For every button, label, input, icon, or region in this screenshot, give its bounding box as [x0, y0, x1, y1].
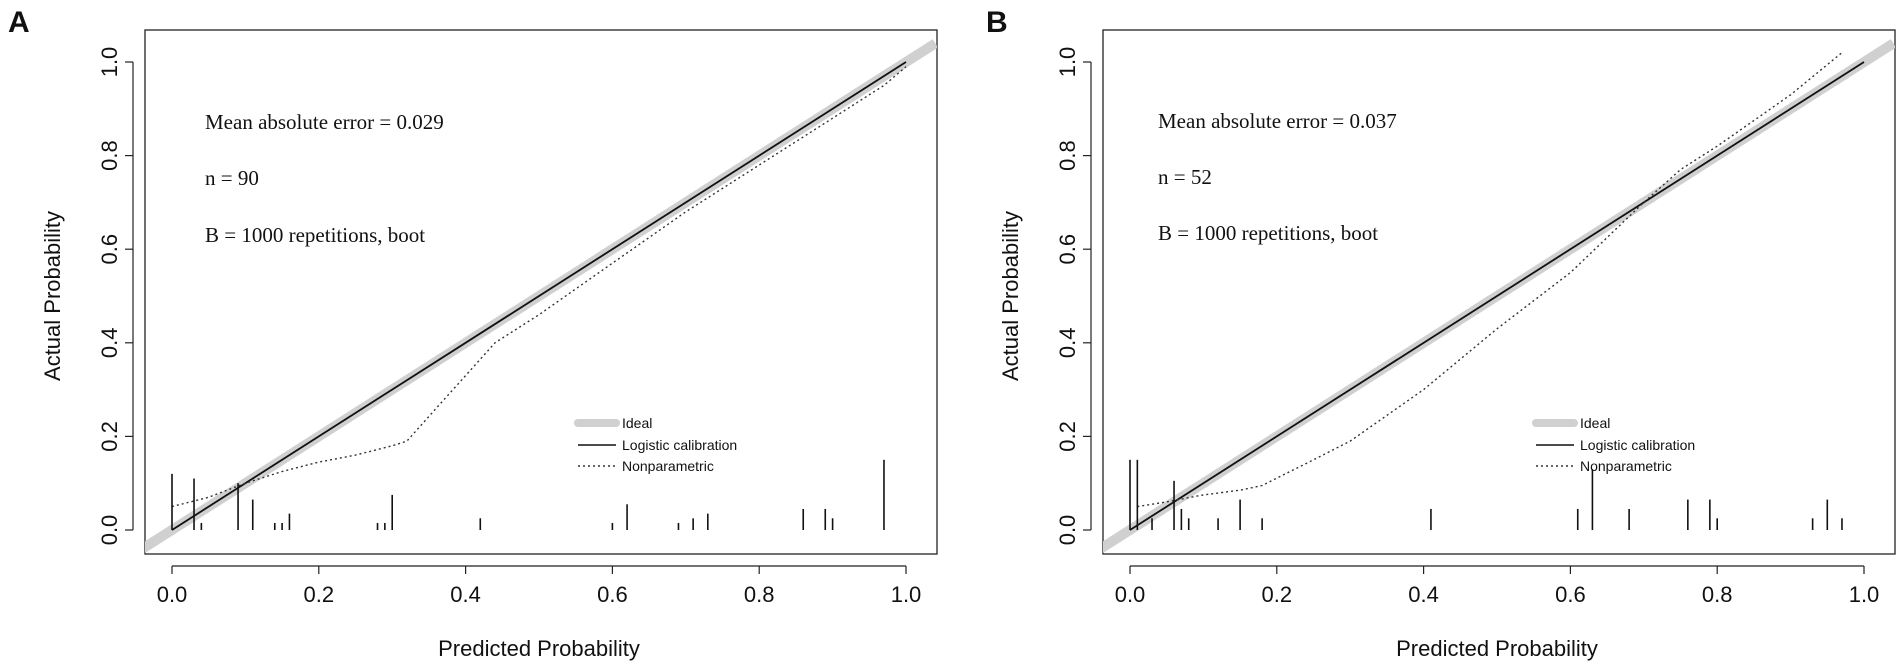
y-tick-label: 1.0	[1055, 47, 1080, 78]
logistic-calibration-line	[1129, 61, 1865, 531]
panel-a: A 0.0 0.2 0.4 0.6 0.8 1.0 Predicted Probability…	[8, 6, 938, 661]
legend-label: Ideal	[622, 415, 652, 431]
y-tick-label: 0.8	[1055, 140, 1080, 171]
legend-label: Ideal	[1580, 415, 1610, 431]
x-tick-label: 0.2	[304, 582, 335, 607]
logistic-calibration-line	[171, 61, 907, 531]
annotation-text: B = 1000 repetitions, boot	[205, 223, 425, 247]
panel-b: B 0.0 0.2 0.4 0.6 0.8 1.0 Predicted Probability…	[986, 6, 1896, 661]
x-tick-label: 0.4	[450, 582, 481, 607]
x-tick-label: 0.0	[1115, 582, 1146, 607]
plot-area	[145, 39, 937, 553]
y-tick-label: 0.8	[97, 140, 122, 171]
plot-frame	[144, 29, 938, 555]
x-tick-label: 0.8	[744, 582, 775, 607]
legend-label: Nonparametric	[1580, 458, 1672, 474]
y-tick-label: 0.6	[97, 234, 122, 265]
y-tick-label: 0.4	[1055, 328, 1080, 359]
annotation-text: Mean absolute error = 0.037	[1158, 109, 1397, 133]
annotation-text: B = 1000 repetitions, boot	[1158, 221, 1378, 245]
y-tick-label: 0.4	[97, 328, 122, 359]
x-tick-label: 0.6	[597, 582, 628, 607]
y-tick-label: 0.2	[1055, 421, 1080, 452]
panel-label: A	[8, 6, 30, 39]
y-tick-label: 0.2	[97, 421, 122, 452]
y-axis-title: Actual Probability	[40, 211, 65, 381]
y-tick-label: 1.0	[97, 47, 122, 78]
legend-label: Nonparametric	[622, 458, 714, 474]
x-tick-label: 0.2	[1262, 582, 1293, 607]
y-tick-label: 0.0	[1055, 515, 1080, 546]
annotation-text: n = 52	[1158, 165, 1212, 189]
plot-frame	[1102, 29, 1896, 555]
annotation-text: Mean absolute error = 0.029	[205, 110, 444, 134]
legend-label: Logistic calibration	[1580, 437, 1695, 453]
y-tick-label: 0.6	[1055, 234, 1080, 265]
annotation-text: n = 90	[205, 166, 259, 190]
panel-label: B	[986, 6, 1008, 39]
x-tick-label: 0.6	[1555, 582, 1586, 607]
legend-label: Logistic calibration	[622, 437, 737, 453]
y-axis-title: Actual Probability	[998, 211, 1023, 381]
x-tick-label: 0.4	[1408, 582, 1439, 607]
x-tick-label: 1.0	[891, 582, 922, 607]
x-tick-label: 0.8	[1702, 582, 1733, 607]
nonparametric-line	[171, 66, 907, 508]
plot-area	[1103, 39, 1895, 553]
y-tick-label: 0.0	[97, 515, 122, 546]
x-axis-title: Predicted Probability	[1396, 636, 1598, 661]
x-axis-title: Predicted Probability	[438, 636, 640, 661]
x-tick-label: 0.0	[157, 582, 188, 607]
x-tick-label: 1.0	[1849, 582, 1880, 607]
nonparametric-line	[1137, 52, 1843, 508]
